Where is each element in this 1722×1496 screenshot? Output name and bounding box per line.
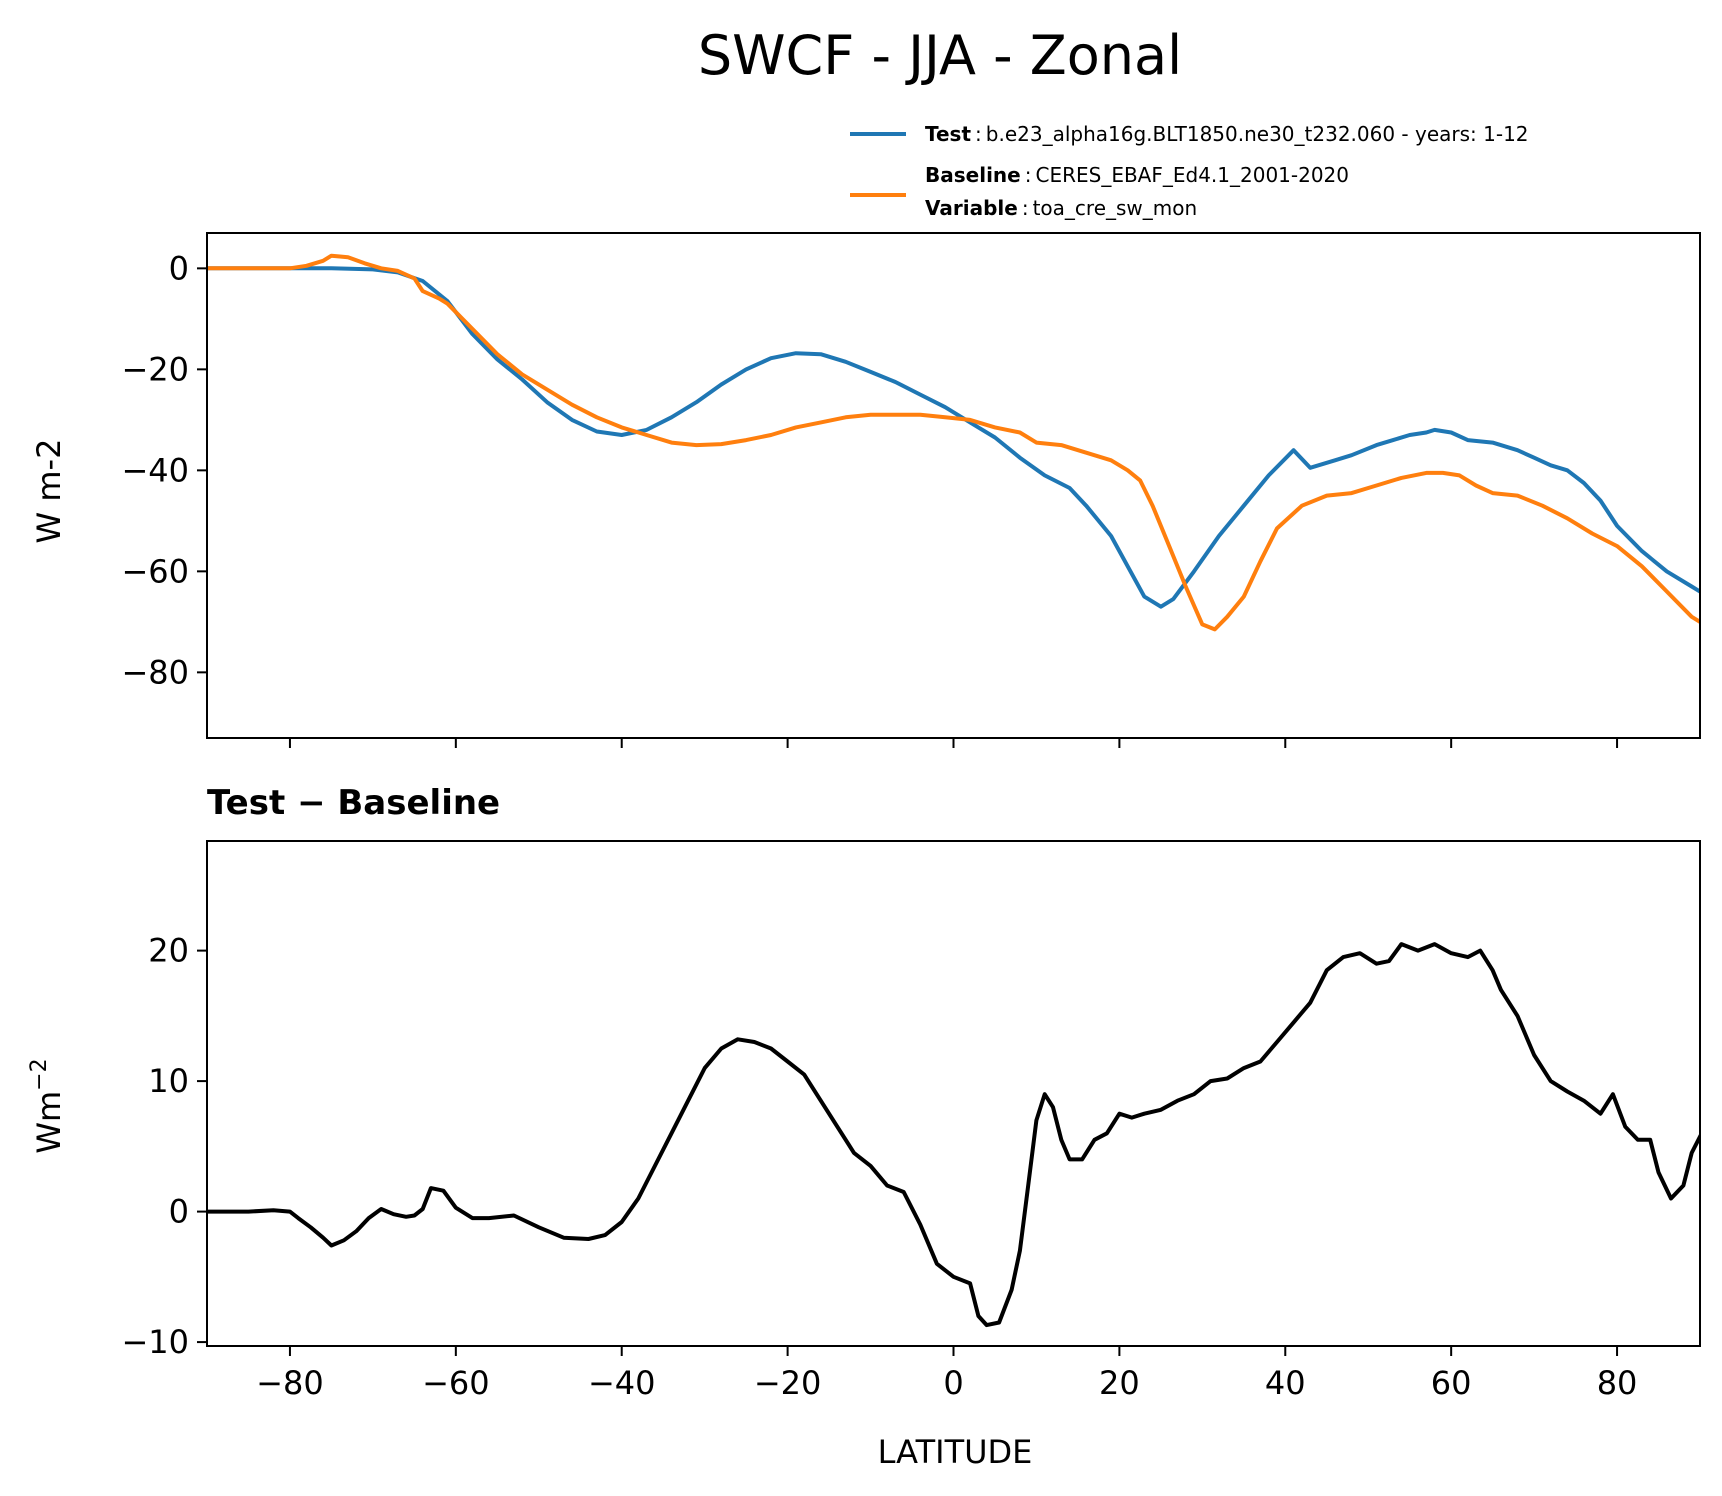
legend-baseline-sep: : <box>1025 163 1032 187</box>
y-tick-label: −60 <box>121 552 189 590</box>
y-tick-label: −20 <box>121 350 189 388</box>
legend-test-entry: Test: b.e23_alpha16g.BLT1850.ne30_t232.06… <box>925 122 1529 146</box>
legend-baseline-entry: Baseline: CERES_EBAF_Ed4.1_2001-2020 <box>925 163 1349 187</box>
x-axis-label: LATITUDE <box>878 1433 1033 1471</box>
legend-test-sep: : <box>975 122 982 146</box>
x-tick-label: −80 <box>256 1364 324 1402</box>
series-line-baseline <box>207 253 1700 632</box>
bottom-panel: 20 10 0 −10 −80 −60 −40 −20 0 20 40 60 80 <box>121 840 1701 1402</box>
x-tick-label: 60 <box>1431 1364 1472 1402</box>
y-tick-label: 0 <box>169 1193 189 1231</box>
y-tick-label: −80 <box>121 653 189 691</box>
top-panel: 0 −20 −40 −60 −80 <box>121 232 1701 748</box>
y-tick-label: 0 <box>169 249 189 287</box>
y-tick-label: 20 <box>148 932 189 970</box>
x-tick-label: −20 <box>754 1364 822 1402</box>
bottom-y-axis-label-base: Wm <box>30 1091 68 1154</box>
legend: Test: b.e23_alpha16g.BLT1850.ne30_t232.06… <box>850 122 1529 220</box>
y-tick-label: −40 <box>121 451 189 489</box>
x-tick-label: 0 <box>943 1364 963 1402</box>
x-tick-label: 20 <box>1099 1364 1140 1402</box>
y-tick-label: −10 <box>121 1323 189 1361</box>
legend-test-value: b.e23_alpha16g.BLT1850.ne30_t232.060 - y… <box>986 122 1529 146</box>
top-y-axis-label: W m-2 <box>30 439 68 544</box>
legend-test-key: Test <box>925 122 971 146</box>
x-tick-label: −60 <box>422 1364 490 1402</box>
plot-frame <box>206 840 1701 1347</box>
legend-variable-entry: Variable: toa_cre_sw_mon <box>925 196 1197 220</box>
series-line-test <box>207 266 1700 609</box>
x-tick-label: 80 <box>1597 1364 1638 1402</box>
y-tick-label: 10 <box>148 1062 189 1100</box>
chart-title: SWCF - JJA - Zonal <box>698 24 1182 87</box>
x-tick-label: 40 <box>1265 1364 1306 1402</box>
series-line-test-baseline <box>207 942 1700 1328</box>
legend-baseline-value: CERES_EBAF_Ed4.1_2001-2020 <box>1035 163 1349 187</box>
difference-subtitle: Test − Baseline <box>207 783 500 823</box>
legend-variable-value: toa_cre_sw_mon <box>1033 196 1198 220</box>
bottom-y-axis-label: Wm−2 <box>27 1058 68 1153</box>
legend-variable-sep: : <box>1022 196 1029 220</box>
bottom-y-axis-label-exponent: −2 <box>27 1058 52 1090</box>
legend-variable-key: Variable <box>925 196 1018 220</box>
legend-baseline-key: Baseline <box>925 163 1021 187</box>
x-tick-label: −40 <box>588 1364 656 1402</box>
